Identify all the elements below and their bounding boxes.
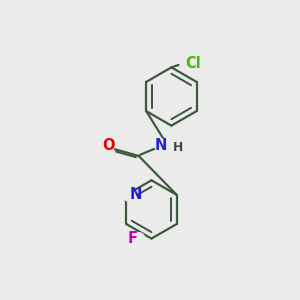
- Circle shape: [133, 232, 145, 244]
- Text: N: N: [154, 138, 167, 153]
- Text: Cl: Cl: [185, 56, 201, 71]
- Circle shape: [181, 56, 197, 71]
- Circle shape: [102, 140, 114, 152]
- Circle shape: [123, 188, 136, 201]
- Text: N: N: [129, 188, 142, 202]
- Circle shape: [155, 139, 168, 152]
- Text: O: O: [102, 138, 115, 153]
- Text: H: H: [172, 140, 183, 154]
- Text: F: F: [127, 231, 137, 246]
